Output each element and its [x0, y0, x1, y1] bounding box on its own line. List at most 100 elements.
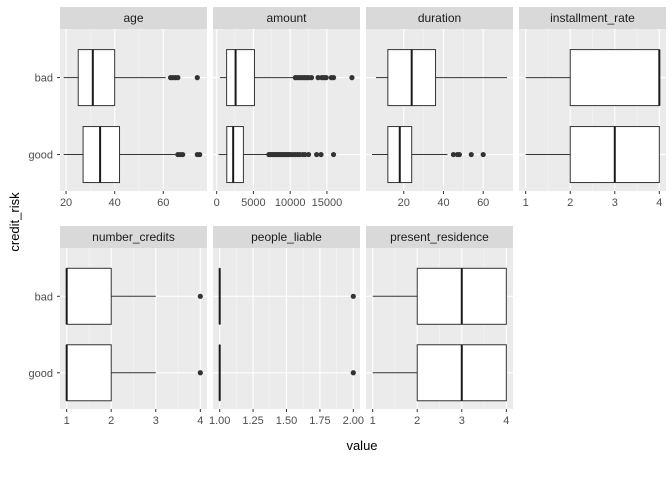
facet-strip-label: age: [123, 11, 143, 25]
facet-strip: [366, 226, 513, 248]
facet-strip: [60, 7, 207, 29]
box-iqr: [77, 49, 116, 107]
facet-strip-label: present_residence: [390, 230, 489, 244]
x-tick-label: 20: [398, 197, 410, 209]
facet-panels: age 20 40 60 amount 0 5000 10000 15000 duration 20…: [60, 7, 666, 427]
outlier-point: [194, 75, 200, 81]
facet-strip-label: number_credits: [92, 230, 175, 244]
facet-panel-number-credits: number_credits 1 2 3 4: [60, 226, 207, 427]
outlier-point: [197, 370, 203, 376]
boxplot-good: [218, 344, 356, 402]
facet-panel-age: age 20 40 60: [60, 7, 207, 209]
facet-strip-label: duration: [418, 11, 461, 25]
outlier-point: [323, 75, 329, 81]
x-tick-label: 5000: [241, 197, 265, 209]
facet-panel-people-liable: people_liable 1.00 1.25 1.50 1.75 2.00: [209, 226, 364, 427]
facet-strip-label: installment_rate: [550, 11, 635, 25]
x-axis-title: value: [346, 438, 377, 453]
y-tick-label-bad: bad: [35, 73, 53, 85]
facet-strip-label: amount: [266, 11, 307, 25]
box-iqr: [66, 344, 112, 402]
facet-panel-duration: duration 20 40 60: [366, 7, 513, 209]
outlier-point: [330, 75, 337, 81]
boxplot-bad: [65, 267, 203, 325]
x-tick-label: 1: [370, 415, 376, 427]
facet-panel-present-residence: present_residence 1 2 3 4: [366, 226, 513, 427]
outlier-point: [450, 151, 457, 158]
facet-strip: [213, 226, 360, 248]
outlier-point: [180, 151, 186, 158]
box-iqr: [226, 126, 244, 184]
outlier-point: [468, 151, 474, 158]
facet-strip: [519, 7, 666, 29]
facet-strip: [60, 226, 207, 248]
outlier-point: [175, 75, 181, 81]
boxplot-bad: [219, 49, 355, 107]
boxplot-good: [218, 126, 337, 184]
x-tick-label: 4: [197, 415, 203, 427]
outlier-point: [349, 75, 355, 81]
facet-strip: [213, 7, 360, 29]
boxplot-bad: [375, 49, 508, 107]
y-tick-label-bad: bad: [35, 291, 53, 303]
x-tick-label: 2: [108, 415, 114, 427]
outlier-point: [480, 151, 486, 158]
boxplot-good: [372, 344, 507, 402]
x-tick-label: 15000: [312, 197, 343, 209]
boxplot-bad: [218, 267, 356, 325]
x-tick-label: 1: [64, 415, 70, 427]
outlier-point: [314, 151, 320, 158]
boxplot-good: [525, 126, 660, 184]
x-tick-label: 40: [109, 197, 121, 209]
outlier-point: [456, 151, 462, 158]
outlier-point: [197, 151, 203, 158]
boxplot-bad: [372, 267, 507, 325]
y-axis-title: credit_risk: [7, 192, 22, 252]
boxplot-good: [63, 126, 203, 184]
x-tick-label: 2.00: [343, 415, 364, 427]
box-iqr: [82, 126, 121, 184]
outlier-point: [330, 151, 337, 158]
x-tick-label: 40: [437, 197, 449, 209]
x-tick-label: 3: [612, 197, 618, 209]
x-tick-label: 1.25: [242, 415, 263, 427]
x-tick-label: 4: [656, 197, 662, 209]
boxplot-bad: [63, 49, 200, 107]
y-tick-label-good: good: [29, 368, 53, 380]
facet-panel-amount: amount 0 5000 10000 15000: [213, 7, 360, 209]
boxplot-bad: [525, 49, 661, 107]
outlier-point: [302, 151, 308, 158]
x-tick-label: 0: [214, 197, 220, 209]
facet-strip-label: people_liable: [251, 230, 322, 244]
x-tick-label: 20: [60, 197, 72, 209]
box-iqr: [226, 49, 255, 107]
facet-strip: [366, 7, 513, 29]
boxplot-good: [65, 344, 203, 402]
outlier-point: [308, 75, 315, 81]
x-tick-label: 4: [503, 415, 509, 427]
x-tick-label: 1.50: [276, 415, 297, 427]
outlier-point: [318, 151, 324, 158]
outlier-point: [315, 75, 321, 81]
y-tick-label-good: good: [29, 150, 53, 162]
x-tick-label: 10000: [275, 197, 306, 209]
outlier-point: [305, 151, 312, 158]
boxplot-good: [371, 126, 486, 184]
box-iqr: [66, 267, 112, 325]
facet-panel-installment-rate: installment_rate 1 2 3 4: [519, 7, 666, 209]
x-tick-label: 1: [523, 197, 529, 209]
box-iqr: [569, 49, 660, 107]
x-tick-label: 2: [567, 197, 573, 209]
outlier-point: [350, 370, 356, 376]
x-tick-label: 2: [414, 415, 420, 427]
x-tick-label: 1.00: [209, 415, 230, 427]
x-tick-label: 60: [157, 197, 169, 209]
outlier-point: [350, 293, 356, 299]
outlier-point: [197, 293, 203, 299]
x-tick-label: 60: [477, 197, 489, 209]
x-tick-label: 3: [459, 415, 465, 427]
x-tick-label: 3: [153, 415, 159, 427]
y-axis-tick-labels: bad good bad good: [29, 73, 60, 380]
x-tick-label: 1.75: [309, 415, 330, 427]
